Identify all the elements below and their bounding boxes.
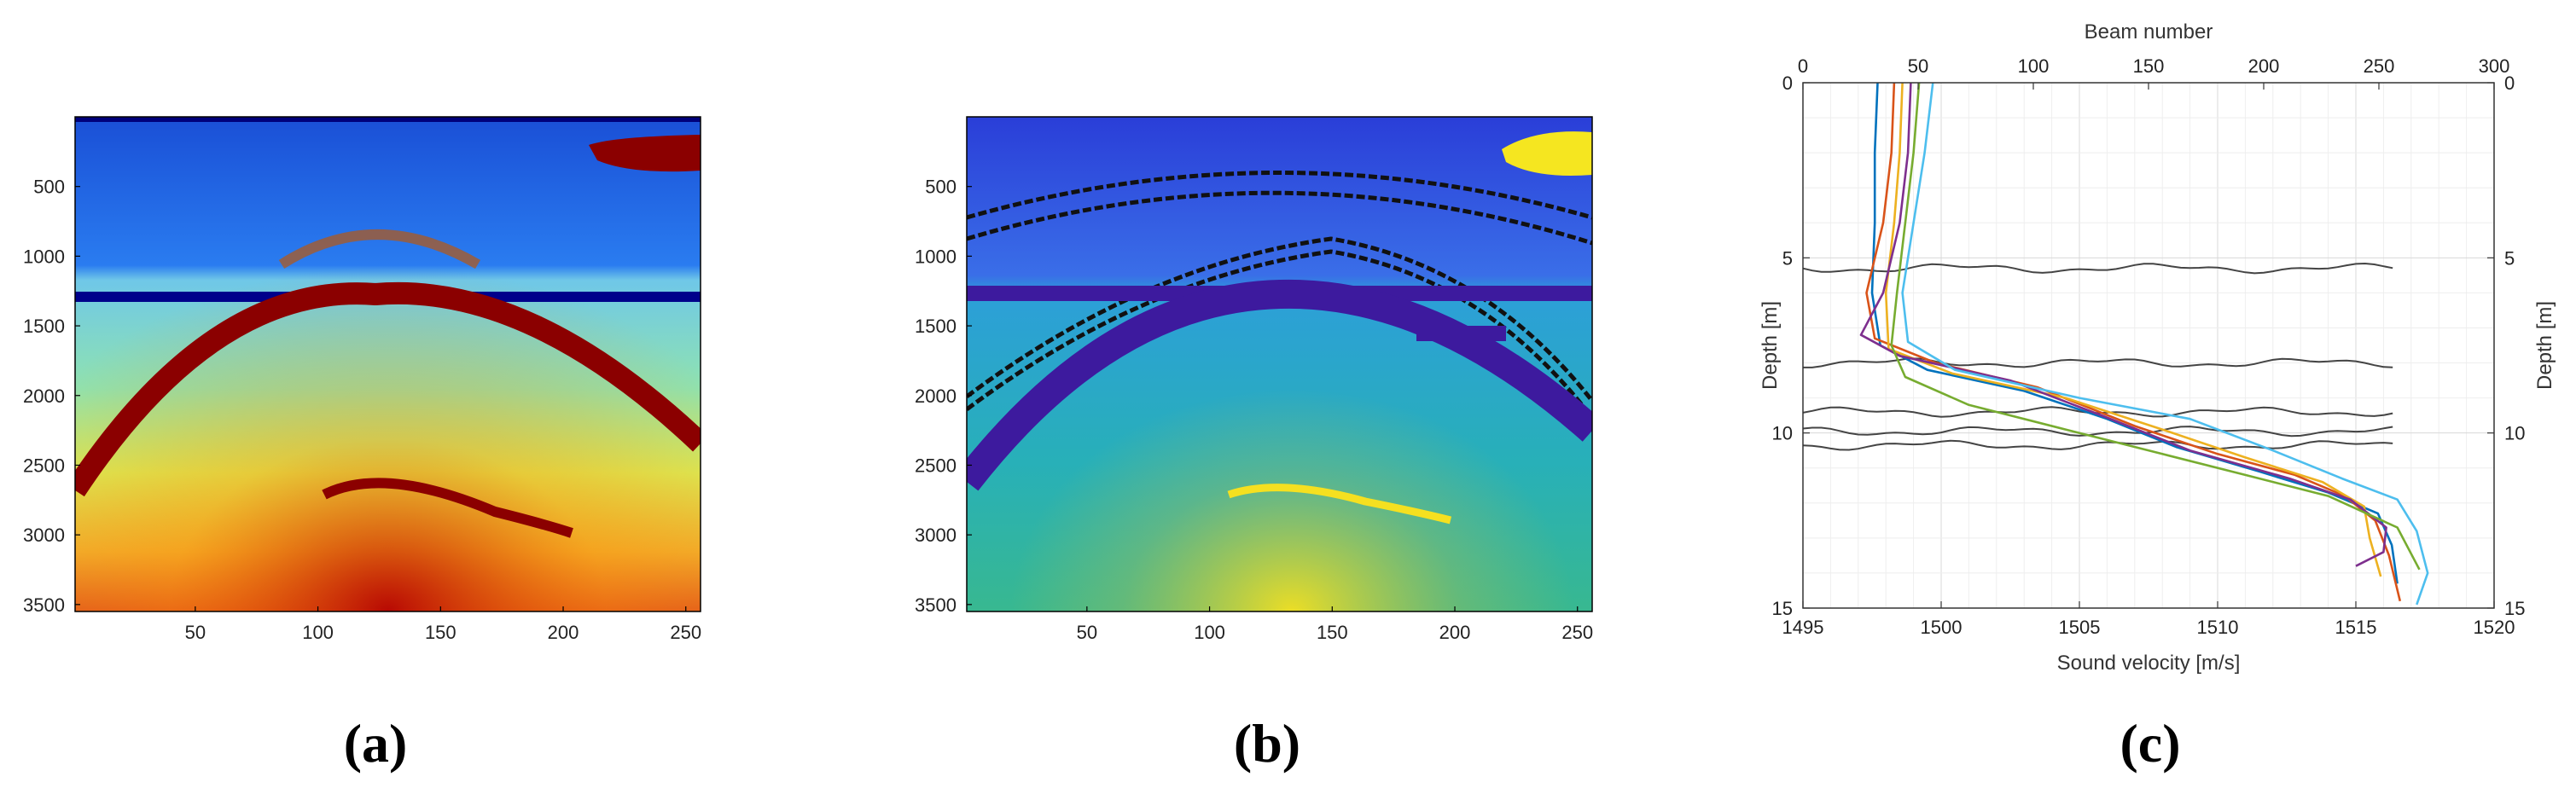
x-tick-label: 50 bbox=[185, 622, 206, 643]
velocity-profile-line bbox=[1890, 82, 2421, 571]
hyperbola-curve bbox=[75, 281, 701, 497]
beam-line bbox=[1802, 426, 2393, 438]
y-tick-labels-a: 500 1000 1500 2000 2500 3000 3500 bbox=[23, 177, 80, 616]
y-tick-label: 3500 bbox=[23, 594, 65, 616]
x-tick-label-top: 200 bbox=[2248, 55, 2280, 77]
x-tick-label: 100 bbox=[1194, 622, 1225, 643]
y-tick-label-left: 0 bbox=[1782, 72, 1793, 94]
x-tick-label-top: 150 bbox=[2133, 55, 2165, 77]
velocity-profile-line bbox=[1884, 82, 2382, 577]
y-axis-label-right: Depth [m] bbox=[2533, 301, 2556, 390]
y-tick-label-right: 15 bbox=[2504, 598, 2525, 619]
hyperbola-curve-b bbox=[967, 279, 1592, 491]
x-axis-label-bottom: Sound velocity [m/s] bbox=[2057, 652, 2241, 675]
x-tick-label: 150 bbox=[1317, 622, 1348, 643]
y-tick-label: 2000 bbox=[915, 385, 957, 407]
y-tick-label-right: 5 bbox=[2504, 247, 2515, 269]
y-tick-label: 500 bbox=[33, 177, 65, 198]
y-tick-label: 1500 bbox=[23, 316, 65, 337]
panel-b: 500 1000 1500 2000 2500 3000 3500 50 100 150 200 2… bbox=[887, 0, 1638, 794]
x-tick-label: 250 bbox=[1561, 622, 1593, 643]
y-tick-label-left: 15 bbox=[1772, 598, 1793, 619]
velocity-profile-line bbox=[1870, 82, 2399, 584]
y-tick-label: 2500 bbox=[915, 455, 957, 476]
x-tick-labels-b: 50 100 150 200 250 bbox=[1077, 606, 1593, 643]
detected-curve-2 bbox=[967, 190, 1592, 246]
beam-line bbox=[1802, 439, 2393, 451]
x-tick-label-top: 250 bbox=[2364, 55, 2395, 77]
y-tick-labels-c: 0 0 5 5 10 10 15 15 bbox=[1772, 72, 2526, 619]
y-tick-labels-b: 500 1000 1500 2000 2500 3000 3500 bbox=[915, 177, 972, 616]
x-tick-label-bottom: 1500 bbox=[1921, 617, 1963, 638]
x-tick-label: 200 bbox=[548, 622, 579, 643]
line-chart-c-svg: 1495 1500 1505 1510 1515 1520 0 50 100 150 200 250… bbox=[1759, 20, 2556, 774]
y-tick-label: 1000 bbox=[915, 246, 957, 267]
x-tick-label-bottom: 1495 bbox=[1782, 617, 1824, 638]
x-tick-label-bottom: 1515 bbox=[2335, 617, 2377, 638]
panel-a: 500 1000 1500 2000 2500 3000 3500 50 100 150 200 2… bbox=[0, 0, 734, 794]
caption-c: (c) bbox=[2120, 713, 2180, 774]
x-tick-label-top: 50 bbox=[1908, 55, 1928, 77]
y-tick-label: 1500 bbox=[915, 316, 957, 337]
x-tick-label: 100 bbox=[302, 622, 334, 643]
y-tick-label: 500 bbox=[925, 177, 957, 198]
y-tick-label: 2000 bbox=[23, 385, 65, 407]
velocity-profile-line bbox=[1865, 82, 2402, 602]
x-tick-label-top: 300 bbox=[2479, 55, 2510, 77]
beam-line bbox=[1802, 262, 2393, 275]
x-tick-labels-bottom-c: 1495 1500 1505 1510 1515 1520 bbox=[1782, 601, 2515, 638]
y-tick-label: 3000 bbox=[915, 525, 957, 546]
x-tick-label-top: 100 bbox=[2018, 55, 2050, 77]
velocity-profiles-c bbox=[1859, 82, 2429, 606]
beam-line bbox=[1803, 357, 2393, 368]
heatmap-b-svg: 500 1000 1500 2000 2500 3000 3500 50 100 150 200 2… bbox=[915, 116, 1593, 774]
velocity-profile-line bbox=[1859, 82, 2387, 567]
panel-c: 1495 1500 1505 1510 1515 1520 0 50 100 150 200 250… bbox=[1741, 0, 2576, 794]
x-axis-label-top: Beam number bbox=[2085, 20, 2213, 43]
y-tick-label: 2500 bbox=[23, 455, 65, 476]
y-tick-label-right: 10 bbox=[2504, 423, 2525, 444]
y-tick-label: 3500 bbox=[915, 594, 957, 616]
x-tick-label: 150 bbox=[425, 622, 456, 643]
y-tick-label: 1000 bbox=[23, 246, 65, 267]
x-tick-label-bottom: 1520 bbox=[2474, 617, 2515, 638]
detected-curve-4 bbox=[967, 249, 1592, 420]
y-tick-label-left: 10 bbox=[1772, 423, 1793, 444]
heatmap-a-svg: 500 1000 1500 2000 2500 3000 3500 50 100 150 200 2… bbox=[23, 116, 701, 774]
seabed-reflection bbox=[322, 478, 573, 538]
seabed-reflection-b bbox=[1227, 484, 1452, 525]
hot-spot-top-right-b bbox=[1502, 131, 1592, 176]
velocity-profile-line bbox=[1901, 82, 2429, 606]
y-tick-label-right: 0 bbox=[2504, 72, 2515, 94]
detected-curve-3 bbox=[967, 236, 1592, 403]
x-tick-label-bottom: 1510 bbox=[2197, 617, 2239, 638]
x-tick-labels-top-c: 0 50 100 150 200 250 300 bbox=[1798, 55, 2509, 90]
x-tick-label-bottom: 1505 bbox=[2059, 617, 2101, 638]
x-tick-label-top: 0 bbox=[1798, 55, 1808, 77]
y-tick-label-left: 5 bbox=[1782, 247, 1793, 269]
y-axis-label-left: Depth [m] bbox=[1759, 301, 1782, 390]
caption-a: (a) bbox=[344, 713, 408, 774]
x-tick-labels-a: 50 100 150 200 250 bbox=[185, 606, 701, 643]
x-tick-label: 200 bbox=[1439, 622, 1471, 643]
hot-spot-top-right bbox=[589, 135, 701, 172]
x-tick-label: 50 bbox=[1077, 622, 1097, 643]
x-tick-label: 250 bbox=[670, 622, 701, 643]
beam-lines-c bbox=[1802, 262, 2393, 451]
caption-b: (b) bbox=[1234, 713, 1300, 774]
detected-curve-1 bbox=[967, 171, 1592, 220]
y-tick-label: 3000 bbox=[23, 525, 65, 546]
